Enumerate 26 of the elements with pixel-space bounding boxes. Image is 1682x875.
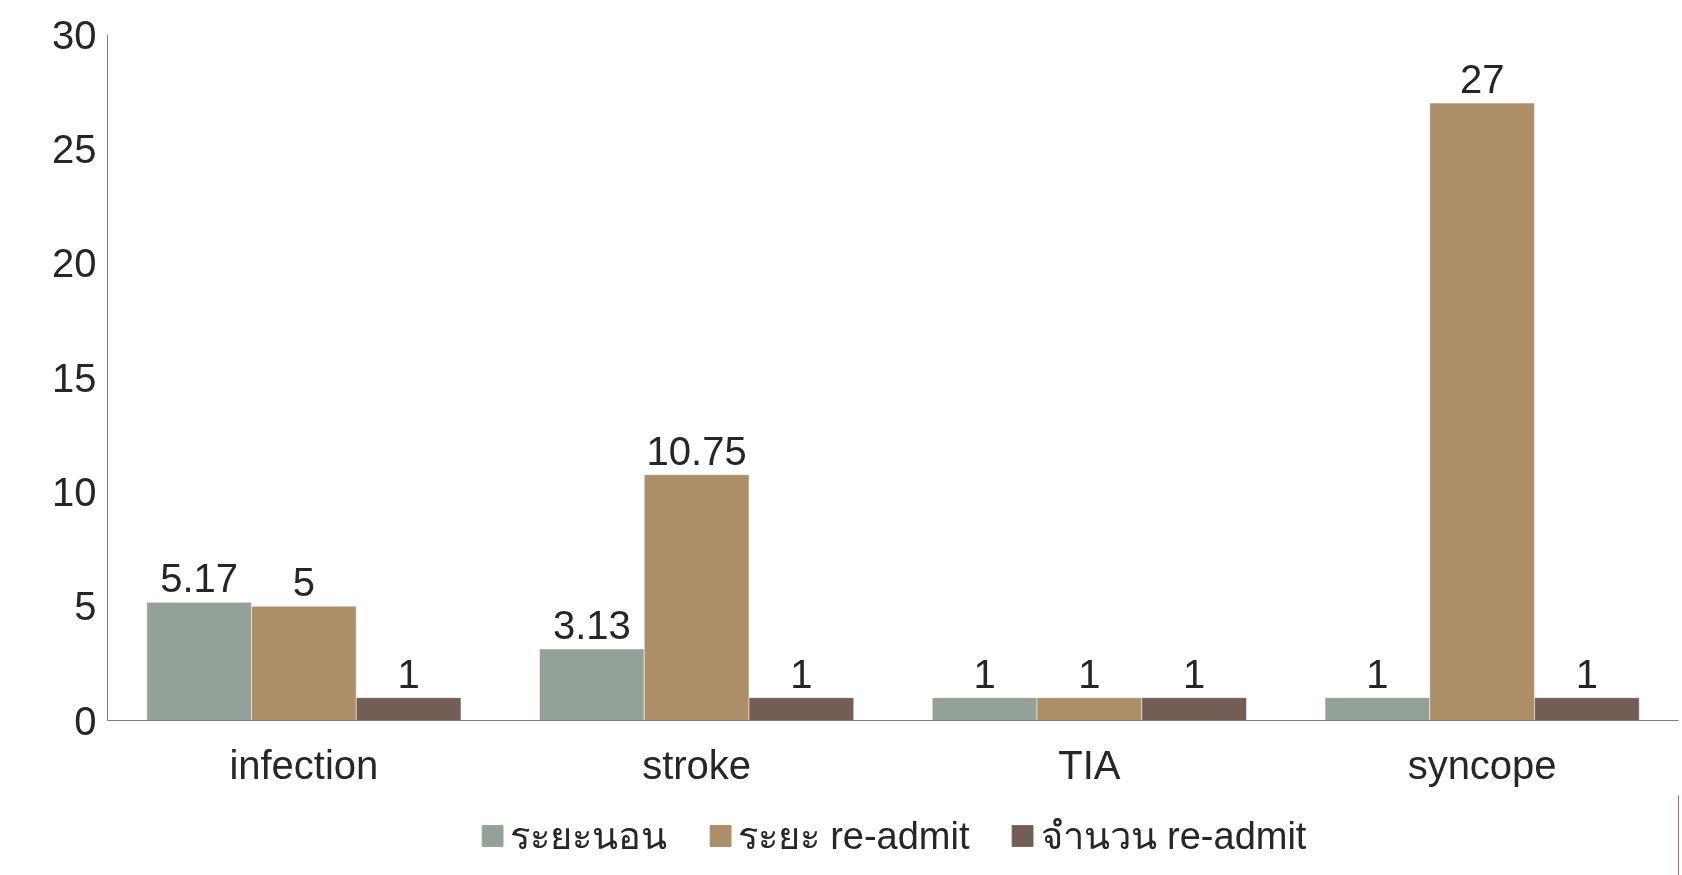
legend-label: ระยะนอน [509, 813, 667, 859]
data-label: 1 [973, 651, 996, 696]
data-label: 1 [1182, 651, 1206, 696]
legend-label: ระยะ re-admit [737, 813, 970, 859]
data-label: 5.17 [160, 556, 239, 601]
x-tick-label: stroke [642, 742, 752, 787]
data-label: 1 [790, 651, 813, 696]
data-label: 1 [1078, 651, 1101, 696]
legend-label: จำนวน re-admit [1040, 813, 1307, 859]
data-label: 10.75 [646, 428, 747, 473]
data-label: 5 [292, 560, 315, 605]
data-label: 1 [1366, 651, 1389, 696]
data-label: 1 [397, 651, 420, 696]
y-tick-label: 0 [74, 698, 97, 743]
y-tick-label: 10 [52, 469, 97, 514]
y-tick-label: 25 [52, 126, 97, 171]
y-tick-label: 15 [52, 355, 97, 400]
x-tick-label: TIA [1058, 742, 1121, 787]
y-tick-label: 30 [52, 12, 97, 57]
data-label: 27 [1459, 57, 1505, 102]
data-label: 1 [1575, 651, 1598, 696]
data-label: 3.13 [552, 602, 631, 647]
x-tick-label: infection [229, 742, 379, 787]
x-tick-label: syncope [1407, 742, 1557, 787]
y-tick-label: 5 [74, 584, 97, 629]
y-tick-label: 20 [52, 241, 97, 286]
